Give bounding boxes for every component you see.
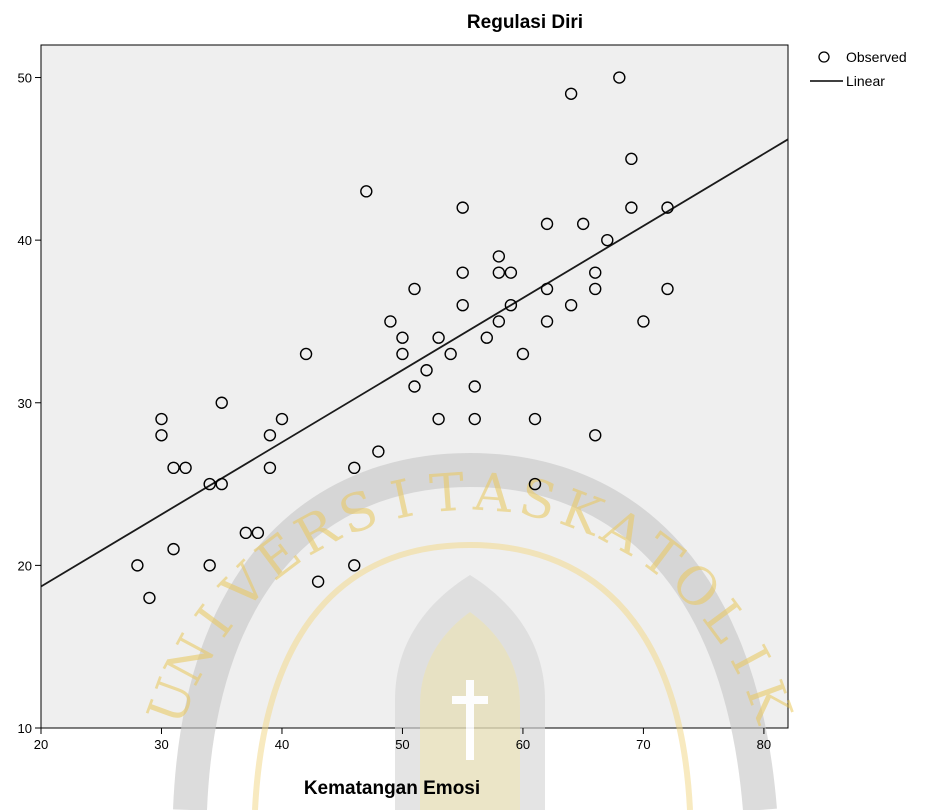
legend-observed-marker: [818, 51, 830, 63]
observed-point: [384, 315, 397, 328]
observed-point: [637, 315, 650, 328]
y-tick-label: 30: [18, 396, 32, 411]
observed-point: [504, 266, 518, 279]
observed-point: [444, 347, 457, 361]
observed-point: [348, 461, 361, 475]
observed-point: [589, 266, 602, 279]
observed-point: [564, 298, 578, 312]
observed-point: [540, 282, 554, 296]
observed-point: [203, 477, 216, 491]
observed-point: [311, 575, 325, 588]
observed-point: [408, 380, 421, 393]
observed-point: [179, 461, 192, 475]
observed-point: [589, 429, 602, 442]
observed-point: [661, 282, 674, 296]
observed-point: [263, 429, 277, 442]
x-tick-label: 50: [395, 737, 409, 752]
observed-point: [492, 266, 506, 279]
observed-point: [528, 412, 542, 426]
observed-point: [456, 201, 469, 214]
observed-point: [516, 347, 530, 361]
observed-point: [396, 347, 409, 361]
observed-point: [131, 559, 144, 572]
observed-point: [348, 559, 361, 572]
watermark-letter: A: [471, 462, 515, 525]
observed-point: [528, 477, 542, 491]
observed-point: [143, 591, 156, 605]
x-axis-title: Kematangan Emosi: [304, 778, 480, 799]
x-tick-label: 60: [516, 737, 530, 752]
observed-point: [432, 331, 445, 344]
observed-point: [203, 559, 216, 572]
observed-point: [589, 282, 602, 296]
observed-point: [251, 526, 265, 540]
legend-observed-label: Observed: [846, 49, 907, 65]
observed-point: [492, 315, 506, 328]
x-tick-label: 20: [34, 737, 48, 752]
observed-point: [155, 429, 168, 442]
observed-point: [492, 250, 506, 263]
observed-point: [468, 412, 481, 426]
linear-fit-segment: [40, 138, 789, 588]
observed-point: [155, 412, 168, 426]
observed-point: [263, 461, 277, 475]
observed-point: [540, 217, 554, 231]
observed-point: [576, 217, 590, 231]
observed-point: [613, 71, 626, 84]
observed-point: [167, 461, 180, 475]
observed-point: [275, 412, 289, 426]
y-tick-label: 10: [18, 721, 32, 736]
watermark-letter: T: [428, 463, 467, 525]
observed-point: [564, 87, 578, 100]
x-tick-label: 30: [154, 737, 168, 752]
observed-point: [239, 526, 253, 540]
observed-point: [504, 298, 518, 312]
observed-point: [456, 298, 469, 312]
x-tick-label: 80: [757, 737, 771, 752]
observed-point: [661, 201, 674, 214]
observed-point: [625, 201, 638, 214]
observed-point: [215, 477, 228, 491]
x-tick-label: 40: [275, 737, 289, 752]
y-tick-label: 40: [18, 233, 32, 248]
observed-point: [456, 266, 469, 279]
legend-linear-label: Linear: [846, 73, 885, 89]
observed-point: [420, 364, 433, 377]
legend: Observed Linear: [810, 49, 907, 89]
observed-point: [480, 331, 493, 344]
observed-point: [625, 152, 638, 166]
chart-title: Regulasi Diri: [467, 12, 583, 33]
observed-points: [131, 71, 674, 605]
observed-point: [360, 185, 373, 198]
observed-point: [215, 396, 228, 409]
observed-point: [299, 347, 313, 361]
linear-fit-line: [40, 138, 789, 588]
y-tick-label: 50: [18, 71, 32, 86]
observed-point: [396, 331, 409, 344]
observed-point: [601, 233, 614, 247]
plot-area: [40, 44, 789, 729]
observed-point: [540, 315, 554, 328]
observed-point: [468, 380, 481, 393]
observed-point: [372, 445, 385, 458]
observed-point: [432, 412, 445, 426]
observed-point: [408, 282, 421, 296]
observed-point: [167, 542, 180, 556]
x-tick-label: 70: [636, 737, 650, 752]
y-tick-label: 20: [18, 558, 32, 573]
